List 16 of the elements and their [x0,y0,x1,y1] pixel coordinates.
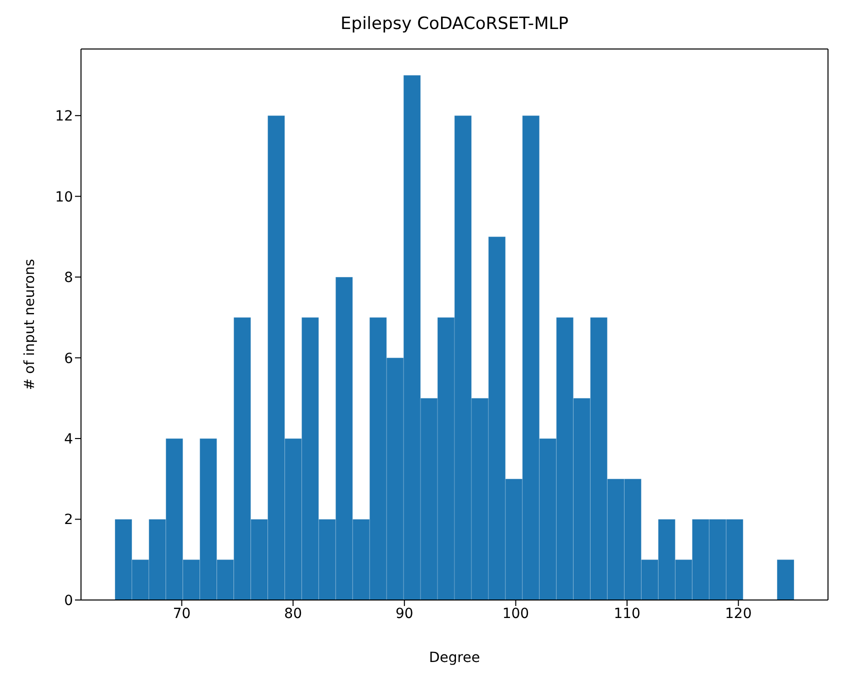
x-tick-label: 110 [614,606,640,622]
x-tick-label: 100 [502,606,530,622]
y-tick-label: 2 [64,512,73,528]
y-tick-label: 12 [55,108,73,125]
y-tick-label: 4 [64,432,74,448]
y-tick-label: 6 [64,350,74,367]
x-tick-label: 80 [284,606,302,622]
y-tick-label: 8 [64,270,73,286]
y-tick-label: 10 [55,189,73,206]
x-tick-label: 90 [395,606,414,622]
x-tick-label: 120 [725,606,752,622]
chart-title: Epilepsy CoDACoRSET-MLP [340,14,570,34]
x-axis-title: Degree [429,650,480,666]
x-tick-label: 70 [172,606,191,622]
y-tick-label: 0 [64,592,73,609]
y-axis-title: # of input neurons [22,258,38,390]
